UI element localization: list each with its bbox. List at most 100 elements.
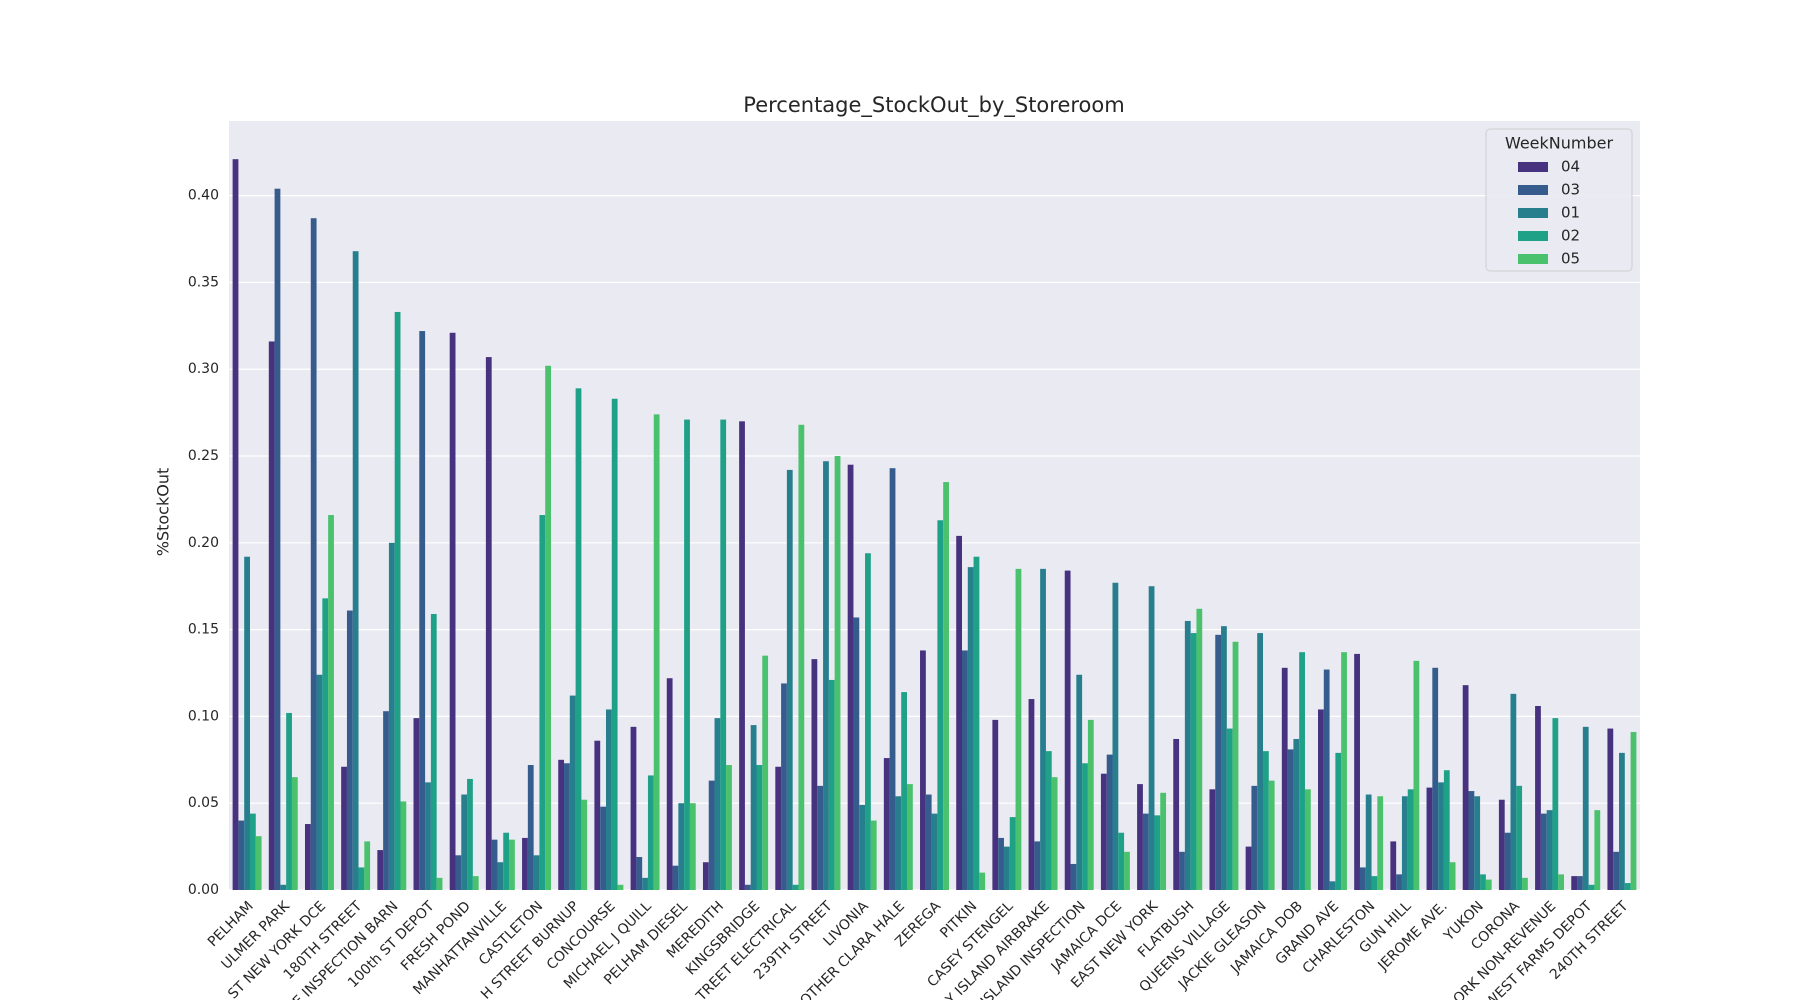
bar <box>268 341 275 890</box>
bar <box>1607 728 1614 890</box>
bar <box>920 650 926 890</box>
bar <box>1137 784 1143 890</box>
bar <box>1510 693 1517 890</box>
bar <box>1401 796 1408 890</box>
bar <box>1287 749 1294 890</box>
bar <box>1613 851 1620 890</box>
bar <box>781 683 787 890</box>
legend-swatch <box>1518 185 1548 195</box>
bar <box>853 617 860 890</box>
bar <box>1179 851 1185 890</box>
bar <box>1318 709 1324 890</box>
bar <box>1281 667 1288 890</box>
bar <box>1142 813 1149 890</box>
bar <box>907 784 913 890</box>
bar <box>249 813 256 890</box>
bar <box>756 765 763 890</box>
legend-label: 03 <box>1561 181 1580 199</box>
bar <box>889 468 896 890</box>
bar <box>1359 867 1366 890</box>
bar <box>1076 674 1083 890</box>
y-tick-label: 0.15 <box>188 622 219 638</box>
bar <box>286 712 292 890</box>
bar <box>1377 796 1384 890</box>
bar <box>666 678 673 890</box>
bar <box>419 331 426 891</box>
bar <box>1535 705 1541 890</box>
bar <box>817 785 824 890</box>
bar <box>1438 782 1444 890</box>
bar <box>1232 641 1239 890</box>
bar <box>750 725 757 890</box>
legend: WeekNumber 04 03 01 02 05 <box>1485 128 1633 272</box>
bar <box>708 780 715 890</box>
bar <box>1335 752 1342 890</box>
bar <box>600 806 606 890</box>
legend-label: 04 <box>1561 158 1580 176</box>
bar <box>973 556 980 890</box>
bar <box>377 850 384 890</box>
legend-label: 01 <box>1561 204 1580 222</box>
bar <box>1552 718 1559 890</box>
bar <box>1268 780 1275 890</box>
bar <box>328 515 334 890</box>
legend-label: 05 <box>1561 250 1580 268</box>
bar <box>1221 626 1227 890</box>
legend-title: WeekNumber <box>1505 134 1614 153</box>
bar <box>1558 874 1565 890</box>
bar <box>1619 752 1625 890</box>
y-tick-label: 0.40 <box>188 188 219 204</box>
bars <box>232 159 1637 891</box>
bar <box>1498 799 1505 890</box>
bar <box>491 839 498 890</box>
bar <box>1100 773 1107 890</box>
bar <box>1449 862 1456 890</box>
bar <box>1407 789 1414 890</box>
bar <box>316 674 323 890</box>
bar <box>1630 732 1637 890</box>
y-axis-label: %StockOut <box>154 468 173 557</box>
bar <box>901 692 908 890</box>
bar <box>341 766 347 890</box>
bar <box>280 884 287 890</box>
bar <box>1474 796 1481 890</box>
bar <box>1070 863 1077 890</box>
bar <box>394 311 401 890</box>
bar <box>322 598 329 890</box>
bar <box>244 556 250 890</box>
bar <box>1365 794 1372 890</box>
bar <box>383 711 389 890</box>
bar <box>1577 876 1583 890</box>
bar <box>642 877 648 890</box>
bar <box>967 567 974 890</box>
bar <box>304 824 311 890</box>
y-tick-label: 0.30 <box>188 361 219 377</box>
bar <box>1432 667 1439 890</box>
bar <box>1251 785 1258 890</box>
y-tick-label: 0.35 <box>188 274 219 290</box>
bar <box>1245 846 1252 890</box>
bar <box>998 837 1004 890</box>
bar <box>358 867 365 890</box>
bar <box>238 820 245 890</box>
bar <box>811 659 818 890</box>
bar <box>1118 832 1125 890</box>
bar <box>1443 770 1450 890</box>
legend-swatch <box>1518 254 1548 264</box>
bar <box>425 782 431 890</box>
bar <box>436 877 443 890</box>
bar <box>461 794 468 890</box>
bar <box>1003 846 1010 890</box>
bar <box>744 884 751 890</box>
bar <box>1462 685 1469 890</box>
bar <box>522 837 528 890</box>
bar <box>472 876 479 890</box>
bar <box>346 610 353 890</box>
bar <box>1582 726 1589 890</box>
bar <box>798 424 805 890</box>
bar <box>672 865 679 890</box>
bar <box>630 726 637 890</box>
bar <box>1124 851 1130 890</box>
bar <box>739 421 745 890</box>
